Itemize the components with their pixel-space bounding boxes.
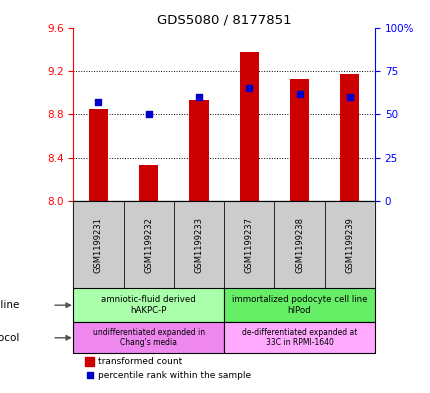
- Bar: [324, 201, 374, 288]
- Text: GSM1199232: GSM1199232: [144, 217, 153, 273]
- Text: GSM1199231: GSM1199231: [94, 217, 103, 273]
- Bar: [224, 201, 274, 288]
- Text: GSM1199237: GSM1199237: [244, 217, 253, 273]
- Bar: [224, 322, 374, 353]
- Point: [195, 94, 202, 100]
- Text: cell line: cell line: [0, 300, 19, 310]
- Text: percentile rank within the sample: percentile rank within the sample: [98, 371, 251, 380]
- Bar: [139, 165, 158, 201]
- Bar: [189, 100, 208, 201]
- Text: undifferentiated expanded in
Chang's media: undifferentiated expanded in Chang's med…: [92, 328, 204, 347]
- Text: growth protocol: growth protocol: [0, 333, 19, 343]
- Bar: [73, 322, 224, 353]
- Bar: [173, 201, 224, 288]
- Bar: [224, 288, 374, 322]
- Bar: [89, 109, 108, 201]
- Bar: [123, 201, 173, 288]
- Text: amniotic-fluid derived
hAKPC-P: amniotic-fluid derived hAKPC-P: [101, 296, 196, 315]
- Bar: [73, 288, 224, 322]
- Text: transformed count: transformed count: [98, 356, 182, 365]
- Text: GSM1199233: GSM1199233: [194, 217, 203, 273]
- Bar: [239, 53, 258, 201]
- Bar: [274, 201, 324, 288]
- Point: [145, 111, 152, 118]
- Text: de-differentiated expanded at
33C in RPMI-1640: de-differentiated expanded at 33C in RPM…: [241, 328, 356, 347]
- Title: GDS5080 / 8177851: GDS5080 / 8177851: [157, 13, 291, 26]
- Point: [86, 372, 93, 378]
- Point: [346, 94, 353, 100]
- Point: [95, 99, 101, 105]
- Text: immortalized podocyte cell line
hIPod: immortalized podocyte cell line hIPod: [231, 296, 366, 315]
- Bar: [340, 74, 359, 201]
- Point: [245, 85, 252, 92]
- Bar: [73, 201, 123, 288]
- Point: [295, 90, 302, 97]
- Bar: [85, 357, 94, 366]
- Bar: [289, 79, 308, 201]
- Text: GSM1199239: GSM1199239: [344, 217, 353, 273]
- Text: GSM1199238: GSM1199238: [295, 217, 303, 273]
